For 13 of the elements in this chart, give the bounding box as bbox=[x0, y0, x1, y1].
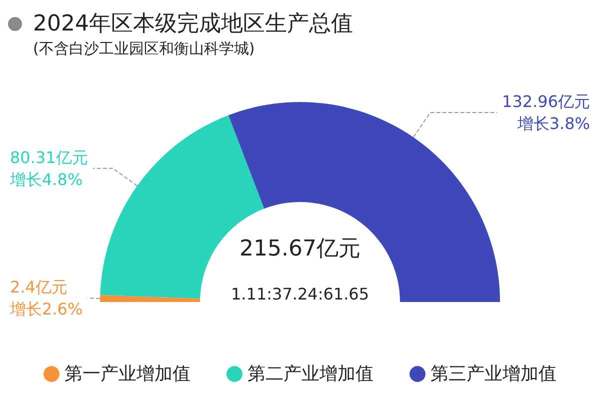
text: 增长3.8% bbox=[517, 114, 590, 133]
text: 增长4.8% bbox=[10, 170, 83, 189]
text: 215.67亿元 bbox=[240, 236, 360, 262]
data-label: 2.4亿元 bbox=[10, 277, 68, 296]
data-label: 132.96亿元 bbox=[502, 92, 590, 111]
data-label: 80.31亿元 bbox=[10, 148, 88, 167]
chart-subtitle: (不含白沙工业园区和衡山科学城) bbox=[33, 40, 255, 58]
legend-label: 第三产业增加值 bbox=[430, 364, 556, 384]
text: 1.11:37.24:61.65 bbox=[230, 284, 370, 304]
text: 增长2.6% bbox=[10, 299, 83, 318]
legend-label: 第二产业增加值 bbox=[248, 364, 374, 384]
chart-title: 2024年区本级完成地区生产总值 bbox=[33, 12, 353, 36]
legend-label: 第一产业增加值 bbox=[64, 364, 190, 384]
